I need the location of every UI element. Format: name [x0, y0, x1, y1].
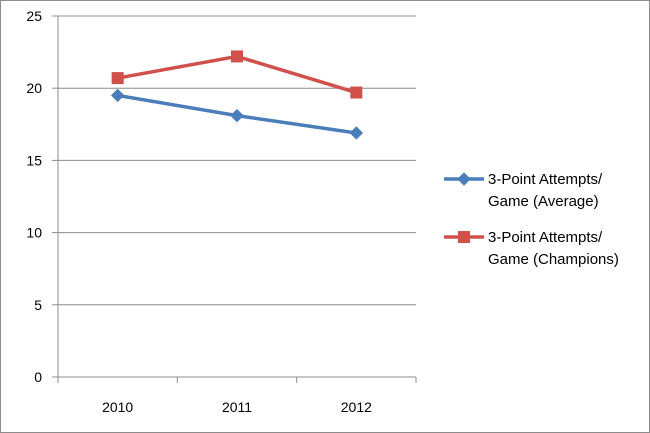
axes: 0 5 10 15 20 25 2010 2011 2012 [26, 8, 417, 415]
data-point [230, 108, 244, 123]
y-tick-label: 15 [26, 152, 42, 168]
legend-label: Game (Average) [488, 193, 599, 210]
y-tick-label: 0 [34, 369, 42, 385]
data-point [349, 126, 364, 140]
data-point [350, 86, 363, 99]
legend-entry-2: 3-Point Attempts/Game (Champions) [444, 229, 619, 268]
legend-label: 3-Point Attempts/ [488, 229, 603, 246]
x-tick-label: 2010 [102, 399, 133, 415]
x-tick-label: 2011 [222, 399, 252, 415]
legend-marker [457, 172, 471, 186]
y-tick-label: 25 [26, 8, 42, 24]
y-tick-label: 5 [34, 297, 42, 313]
legend-marker [458, 231, 470, 243]
data-point [110, 88, 125, 103]
x-tick-label: 2012 [341, 399, 372, 415]
series-group [110, 50, 364, 140]
legend-label: 3-Point Attempts/ [488, 171, 603, 188]
y-tick-label: 20 [26, 80, 42, 96]
legend-label: Game (Champions) [488, 251, 619, 268]
y-tick-label: 10 [26, 225, 42, 241]
legend: 3-Point Attempts/Game (Average)3-Point A… [444, 171, 619, 268]
data-point [231, 50, 243, 63]
data-point [111, 72, 124, 85]
legend-entry-1: 3-Point Attempts/Game (Average) [444, 171, 603, 210]
series-1 [110, 88, 364, 140]
series-2 [111, 50, 363, 99]
